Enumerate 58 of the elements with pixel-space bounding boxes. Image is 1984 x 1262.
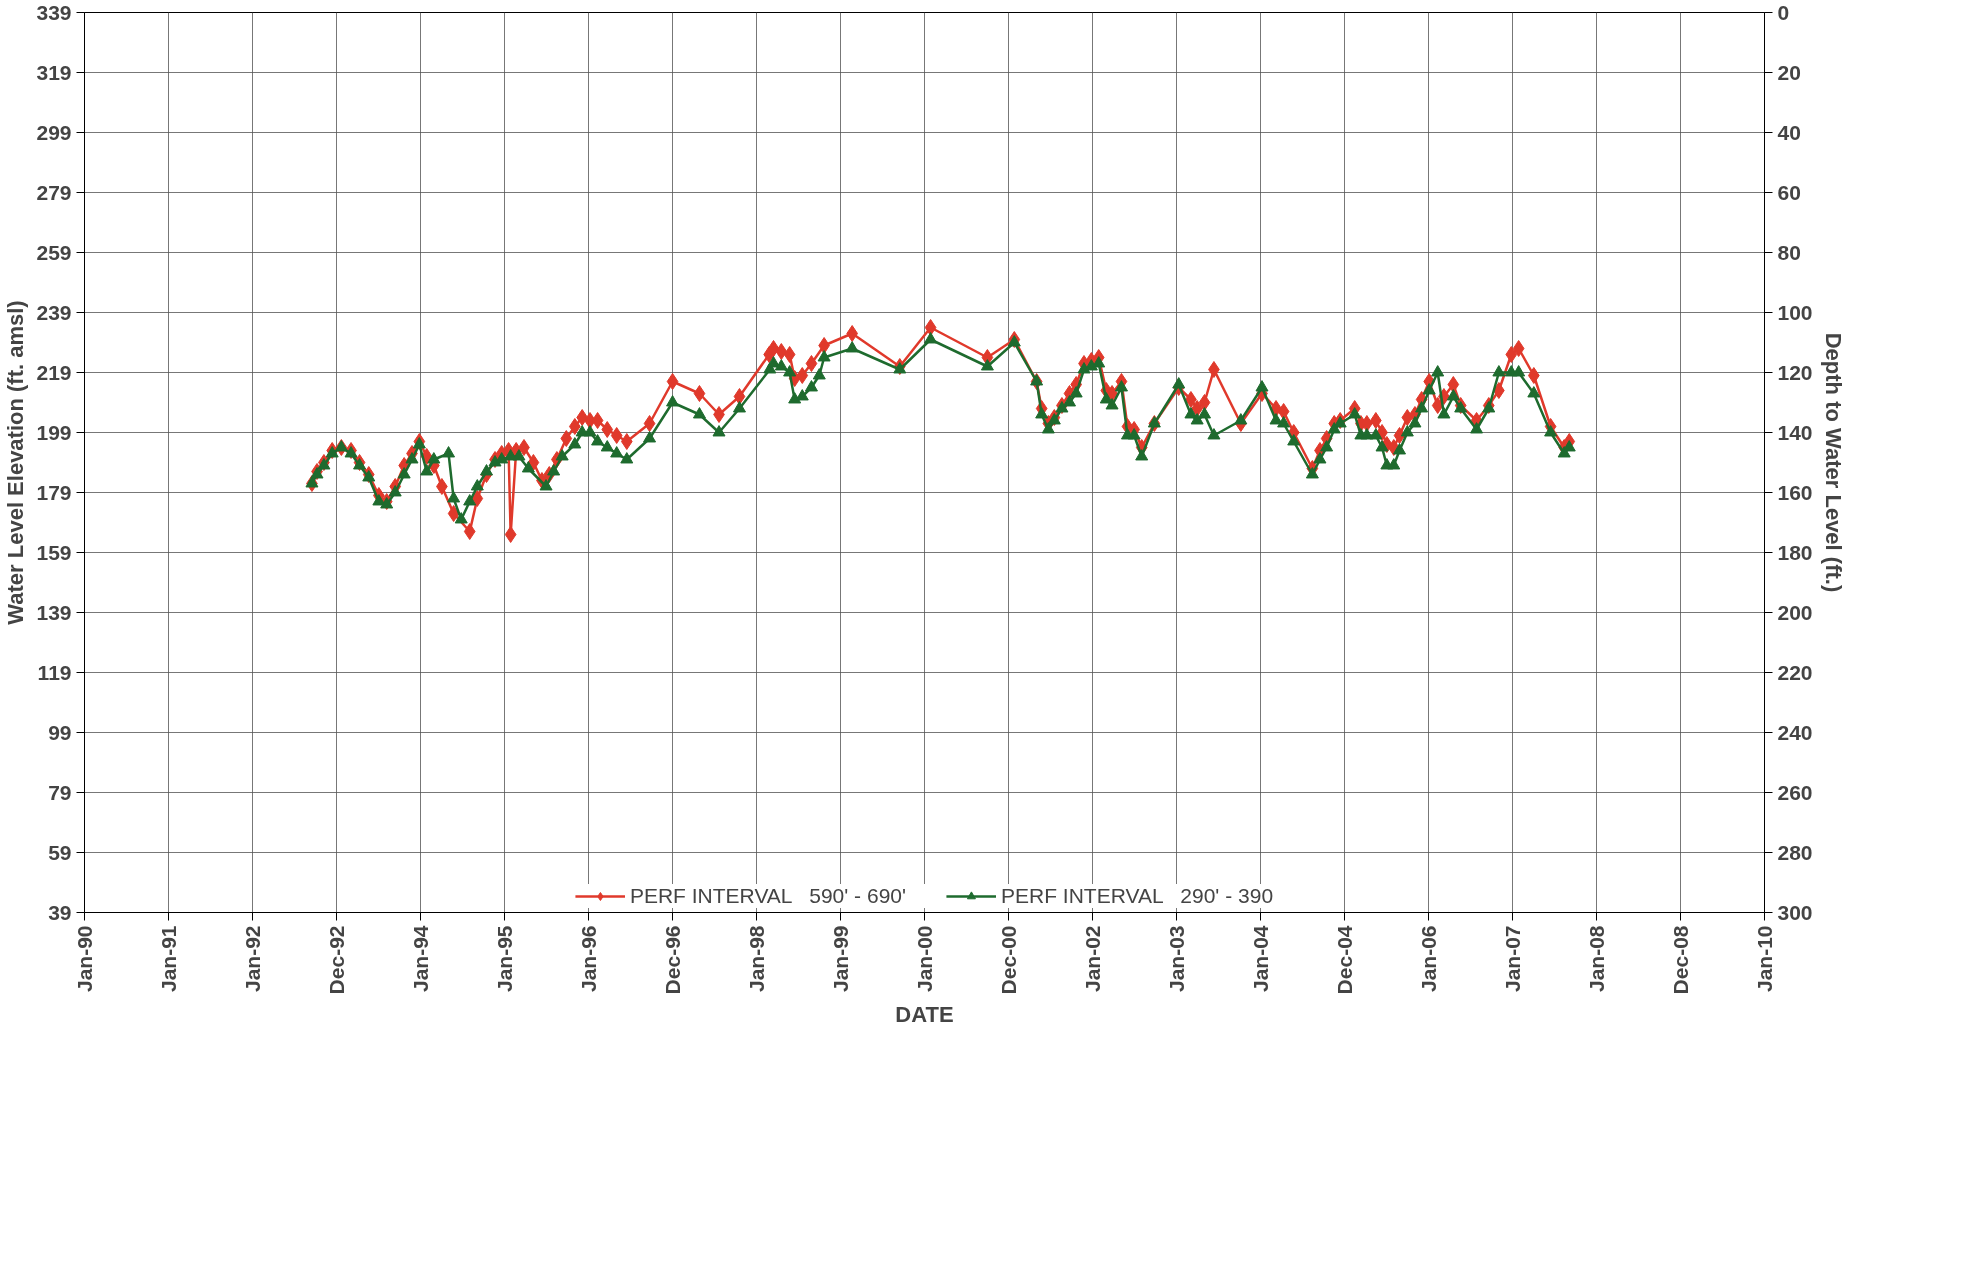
y-tick-label: 159 (36, 540, 72, 564)
y2-tick-label: 20 (1777, 60, 1801, 84)
y-tick-label: 239 (36, 300, 72, 324)
x-tick-label: Jan-07 (1500, 925, 1524, 993)
y-tick-label: 139 (36, 600, 72, 624)
y-tick-label: 179 (36, 480, 72, 504)
y2-tick-label: 160 (1777, 480, 1813, 504)
x-tick-label: Jan-92 (240, 925, 264, 993)
x-tick-label: Jan-10 (1753, 925, 1776, 993)
y2-tick-label: 140 (1777, 420, 1813, 444)
x-tick-label: Jan-04 (1248, 925, 1272, 993)
y2-tick-label: 60 (1777, 180, 1801, 204)
x-tick-label: Dec-00 (996, 925, 1020, 995)
y2-tick-label: 180 (1777, 540, 1813, 564)
x-tick-label: Dec-04 (1332, 925, 1356, 995)
x-tick-label: Jan-03 (1164, 925, 1188, 993)
x-tick-label: Jan-96 (576, 925, 600, 993)
y2-tick-label: 40 (1777, 120, 1801, 144)
y-tick-label: 219 (36, 360, 72, 384)
y-axis-title: Water Level Elevation (ft. amsl) (3, 300, 29, 625)
x-tick-label: Dec-92 (324, 925, 348, 995)
x-tick-label: Jan-91 (156, 925, 180, 993)
y-tick-label: 259 (36, 240, 72, 264)
x-tick-label: Jan-08 (1584, 925, 1608, 993)
x-tick-label: Jan-00 (912, 925, 936, 993)
x-tick-label: Dec-96 (660, 925, 684, 995)
x-axis-title: DATE (895, 1002, 954, 1028)
y-tick-label: 119 (37, 660, 72, 684)
y-tick-label: 299 (36, 120, 72, 144)
x-tick-label: Jan-94 (409, 925, 432, 993)
y2-tick-label: 80 (1777, 240, 1801, 264)
y2-tick-label: 0 (1777, 0, 1790, 24)
y-tick-label: 99 (48, 720, 72, 744)
y2-tick-label: 220 (1777, 660, 1813, 684)
y2-tick-label: 100 (1777, 300, 1813, 324)
y-tick-label: 59 (48, 840, 72, 864)
y2-tick-label: 120 (1777, 360, 1813, 384)
y-tick-label: 79 (48, 780, 72, 804)
y2-tick-label: 300 (1777, 900, 1813, 924)
x-tick-label: Jan-90 (73, 925, 96, 993)
y2-tick-label: 260 (1777, 780, 1813, 804)
y2-tick-label: 280 (1777, 840, 1813, 864)
y-tick-label: 39 (48, 900, 72, 924)
x-tick-label: Jan-98 (745, 925, 768, 993)
x-tick-label: Jan-95 (492, 925, 516, 993)
x-tick-label: Jan-02 (1081, 925, 1104, 993)
y-tick-label: 279 (36, 180, 72, 204)
y-tick-label: 319 (36, 60, 72, 84)
x-tick-label: Jan-99 (828, 925, 852, 993)
x-tick-label: Jan-06 (1417, 925, 1440, 993)
y2-tick-label: 240 (1777, 720, 1813, 744)
y-tick-label: 339 (36, 0, 72, 24)
y2-axis-title: Depth to Water Level (ft.) (1820, 332, 1846, 593)
y2-tick-label: 200 (1777, 600, 1813, 624)
legend-label: PERF INTERVAL 290' - 390 (1001, 884, 1274, 908)
legend-label: PERF INTERVAL 590' - 690' (629, 884, 906, 908)
y-tick-label: 199 (36, 420, 72, 444)
x-tick-label: Dec-08 (1668, 925, 1692, 995)
